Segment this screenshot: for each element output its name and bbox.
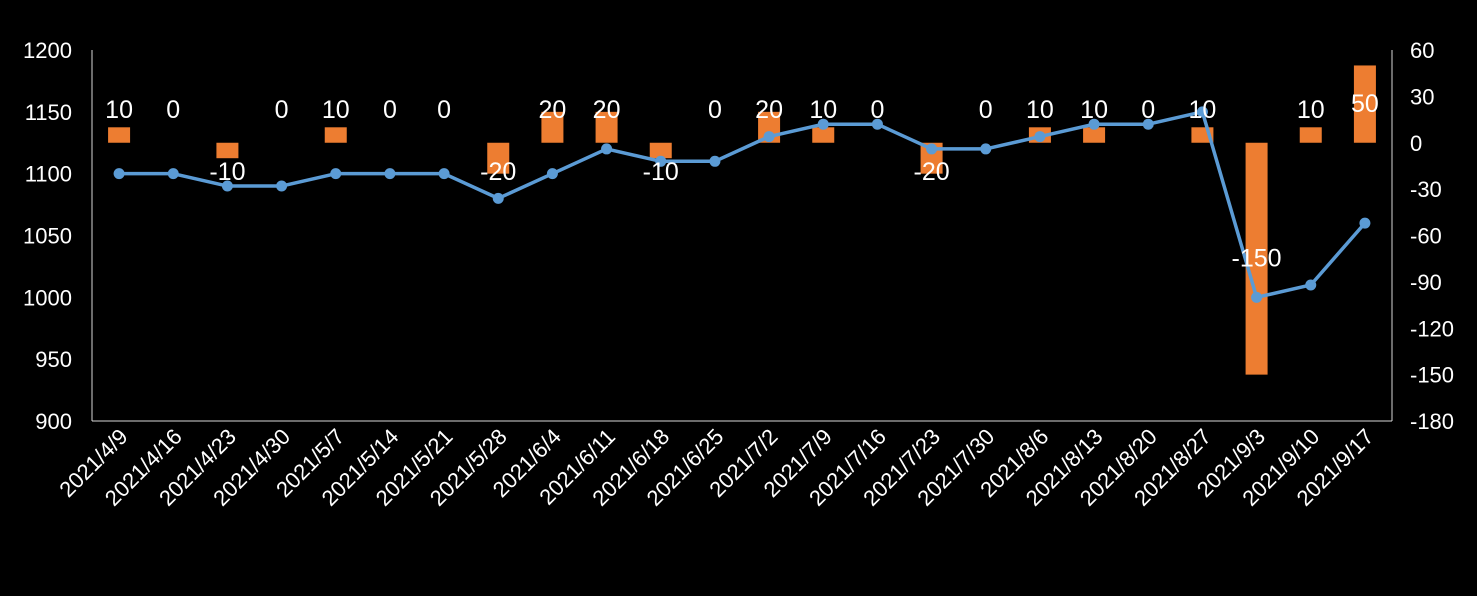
bar-data-label: 0 bbox=[275, 96, 289, 124]
line-point bbox=[655, 155, 667, 167]
bar bbox=[541, 111, 564, 143]
left-tick-label: 1200 bbox=[23, 38, 72, 63]
bar bbox=[649, 142, 672, 159]
bar-data-label: -150 bbox=[1232, 245, 1282, 273]
bar bbox=[487, 142, 510, 174]
bar bbox=[595, 111, 618, 143]
bar-data-label: 10 bbox=[1026, 96, 1054, 124]
bar-data-label: 0 bbox=[1141, 96, 1155, 124]
line-point bbox=[330, 168, 342, 180]
right-tick-label: -90 bbox=[1410, 270, 1442, 295]
bar-data-label: 10 bbox=[105, 96, 133, 124]
left-tick-label: 1000 bbox=[23, 285, 72, 310]
line-point bbox=[709, 155, 721, 167]
line-point bbox=[1088, 118, 1100, 130]
line-point bbox=[1142, 118, 1154, 130]
line-point bbox=[763, 131, 775, 143]
line-point bbox=[276, 180, 288, 192]
bar-data-label: 20 bbox=[539, 96, 567, 124]
right-tick-label: 0 bbox=[1410, 131, 1422, 156]
bar-data-label: -10 bbox=[209, 158, 245, 186]
bar-data-label: 10 bbox=[1080, 96, 1108, 124]
bar-data-label: 0 bbox=[708, 96, 722, 124]
right-tick-label: -30 bbox=[1410, 177, 1442, 202]
bar-data-label: 20 bbox=[755, 96, 783, 124]
bar-data-label: 10 bbox=[1189, 96, 1217, 124]
right-tick-label: 60 bbox=[1410, 38, 1434, 63]
right-tick-label: -120 bbox=[1410, 316, 1454, 341]
bar-data-label: 0 bbox=[870, 96, 884, 124]
left-tick-label: 1100 bbox=[25, 162, 72, 187]
left-tick-label: 900 bbox=[35, 409, 72, 434]
line-point bbox=[601, 143, 613, 155]
line-point bbox=[817, 118, 829, 130]
line-point bbox=[980, 143, 992, 155]
bar bbox=[1299, 127, 1322, 143]
line-point bbox=[1359, 217, 1371, 229]
right-tick-label: -180 bbox=[1410, 409, 1454, 434]
line-point bbox=[384, 168, 396, 180]
bar bbox=[1353, 65, 1376, 143]
bar-data-label: 0 bbox=[383, 96, 397, 124]
bar-data-label: 0 bbox=[166, 96, 180, 124]
line-point bbox=[546, 168, 558, 180]
line-point bbox=[221, 180, 233, 192]
line-point bbox=[1305, 279, 1317, 291]
line-point bbox=[167, 168, 179, 180]
line-point bbox=[1034, 131, 1046, 143]
price-line bbox=[119, 110, 1367, 300]
line-point bbox=[438, 168, 450, 180]
bar-data-label: -20 bbox=[914, 158, 950, 186]
bar-data-label: -10 bbox=[643, 158, 679, 186]
bar-data-label: -20 bbox=[480, 158, 516, 186]
line-point bbox=[1251, 291, 1263, 303]
bar-data-label: 10 bbox=[809, 96, 837, 124]
left-tick-label: 950 bbox=[35, 347, 72, 372]
bar bbox=[812, 127, 835, 143]
right-tick-label: -150 bbox=[1410, 363, 1454, 388]
bar bbox=[324, 127, 347, 143]
line-point bbox=[1196, 106, 1208, 118]
line-point bbox=[113, 168, 125, 180]
bar bbox=[1245, 142, 1268, 375]
bar-data-label: 0 bbox=[437, 96, 451, 124]
line-point bbox=[492, 192, 504, 204]
bar-data-label: 10 bbox=[322, 96, 350, 124]
bar-data-label: 50 bbox=[1351, 90, 1379, 118]
bar-data-label: 0 bbox=[979, 96, 993, 124]
bar bbox=[108, 127, 131, 143]
left-tick-label: 1150 bbox=[25, 100, 72, 125]
line-point bbox=[926, 143, 938, 155]
right-tick-label: 30 bbox=[1410, 84, 1434, 109]
bar-data-label: 10 bbox=[1297, 96, 1325, 124]
bar bbox=[216, 142, 239, 159]
left-tick-label: 1050 bbox=[23, 224, 72, 249]
right-tick-label: -60 bbox=[1410, 224, 1442, 249]
bar bbox=[1083, 127, 1106, 143]
bar-data-label: 20 bbox=[593, 96, 621, 124]
line-point bbox=[871, 118, 883, 130]
